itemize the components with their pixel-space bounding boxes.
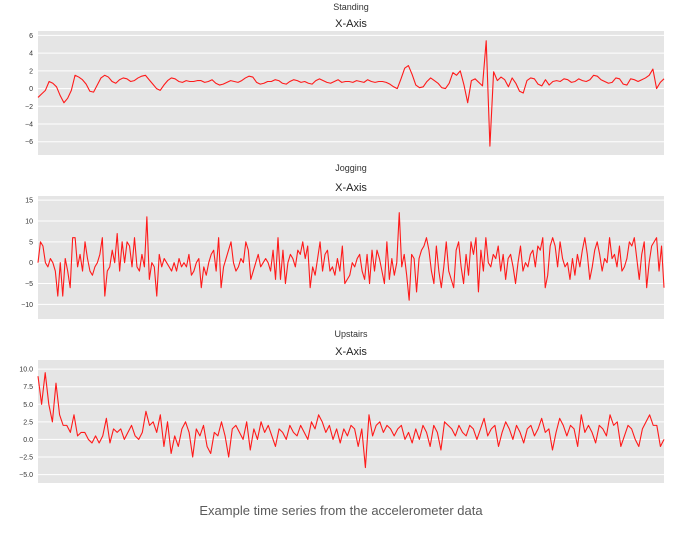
upstairs-ytick-label: 5.0: [23, 402, 33, 409]
upstairs-ytick-label: 2.5: [23, 419, 33, 426]
standing-ytick-label: −2: [25, 104, 33, 111]
jogging-plot-area: [38, 196, 664, 319]
jogging-ytick-label: −5: [25, 281, 33, 288]
jogging-ytick-label: 5: [29, 239, 33, 246]
upstairs-panel: Upstairs X-Axis 10.0 7.5 5.0 2.5 0.0 −2.5 −5.0: [19, 329, 665, 483]
standing-plot-area: [38, 31, 664, 155]
standing-ytick-label: 2: [29, 68, 33, 75]
upstairs-title: X-Axis: [335, 346, 367, 358]
upstairs-suptitle: Upstairs: [334, 329, 368, 339]
standing-suptitle: Standing: [333, 2, 369, 12]
jogging-series-line: [37, 212, 665, 301]
jogging-ytick-label: 10: [25, 219, 33, 226]
jogging-ytick-label: −10: [21, 302, 33, 309]
standing-ytick-label: 0: [29, 86, 33, 93]
jogging-title: X-Axis: [335, 182, 367, 194]
upstairs-ytick-label: −5.0: [19, 472, 33, 479]
upstairs-ytick-label: 10.0: [19, 367, 33, 374]
figure: Standing X-Axis 6 4 2 0 −2 −4 −6 Jogging X-Axis 15 1…: [19, 2, 665, 483]
upstairs-series-line: [37, 372, 665, 469]
upstairs-ytick-label: 0.0: [23, 437, 33, 444]
upstairs-ytick-label: −2.5: [19, 454, 33, 461]
jogging-suptitle: Jogging: [335, 163, 367, 173]
standing-ytick-label: −4: [25, 122, 33, 129]
standing-ytick-label: −6: [25, 139, 33, 146]
jogging-ytick-label: 15: [25, 198, 33, 205]
jogging-ytick-label: 0: [29, 260, 33, 267]
standing-title: X-Axis: [335, 18, 367, 30]
figure-caption: Example time series from the acceleromet…: [199, 503, 483, 518]
standing-panel: Standing X-Axis 6 4 2 0 −2 −4 −6: [25, 2, 665, 155]
jogging-panel: Jogging X-Axis 15 10 5 0 −5 −10: [21, 163, 665, 319]
standing-ytick-label: 6: [29, 33, 33, 40]
standing-ytick-label: 4: [29, 51, 33, 58]
standing-series-line: [37, 40, 665, 147]
upstairs-ytick-label: 7.5: [23, 384, 33, 391]
